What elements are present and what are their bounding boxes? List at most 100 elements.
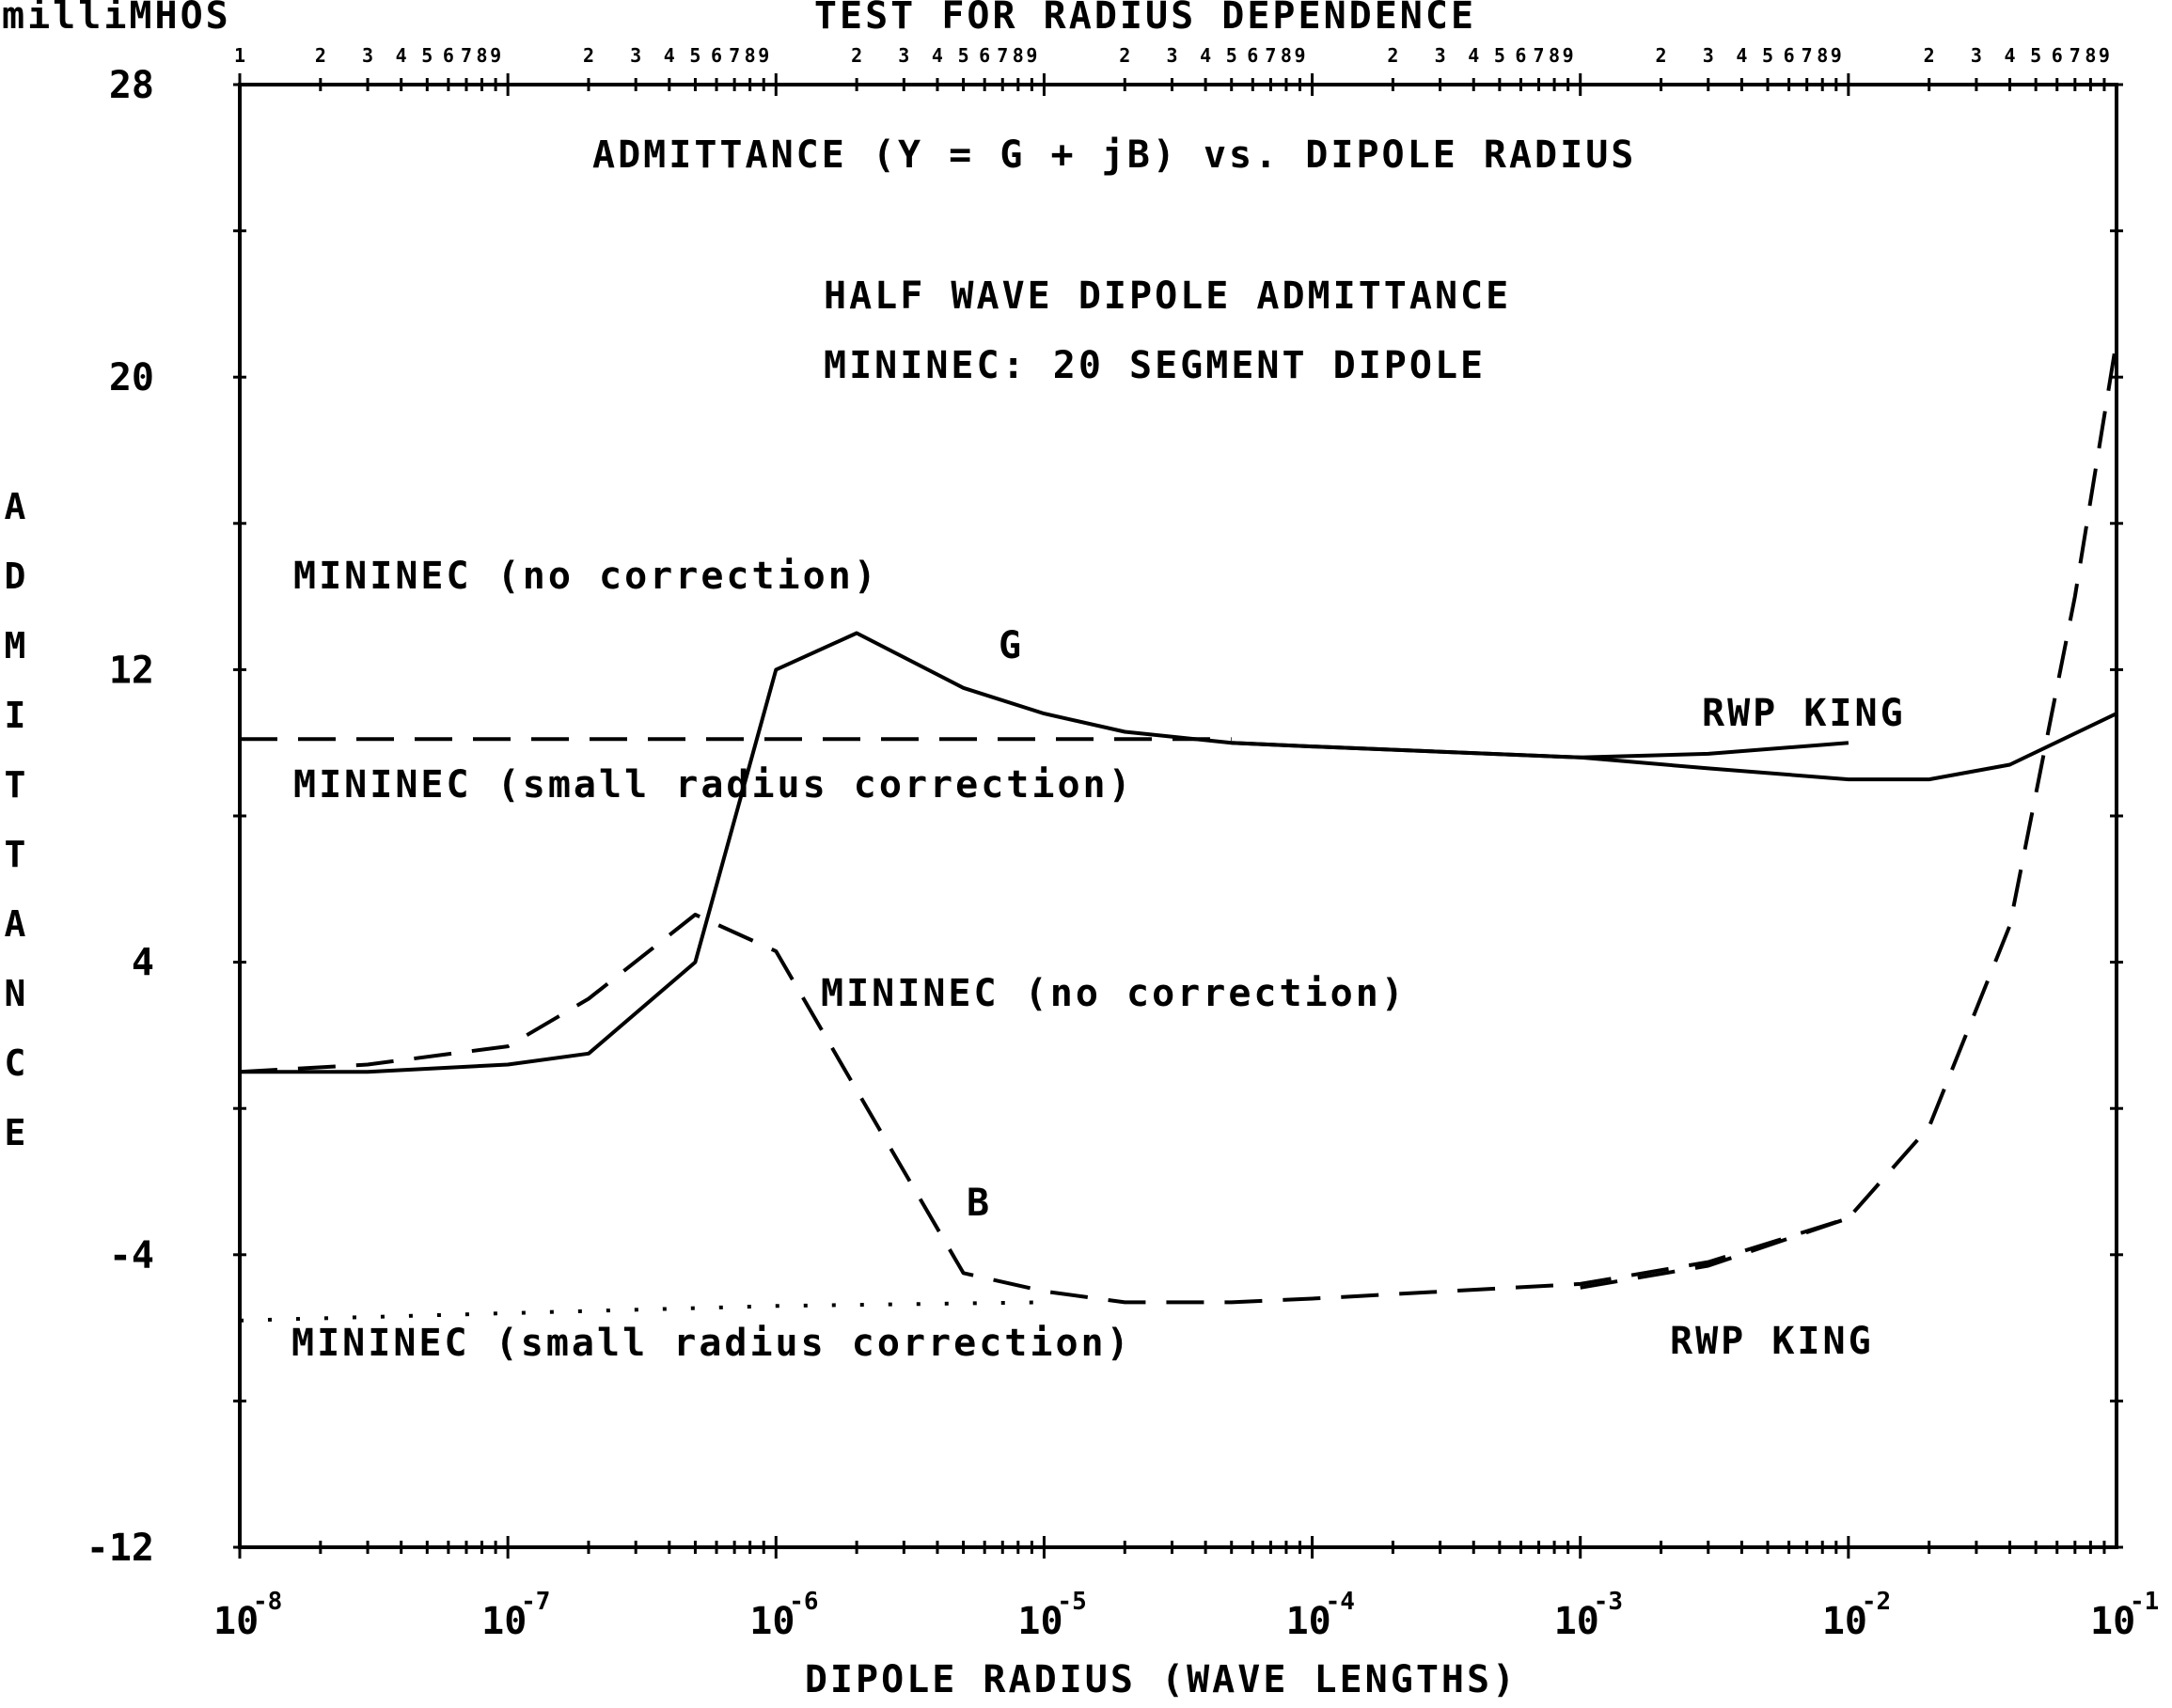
- top-axis-digit-label: 5: [1762, 44, 1773, 67]
- top-axis-digit-label: 6: [979, 44, 990, 67]
- top-axis-digit-label: 5: [1494, 44, 1505, 67]
- top-axis-digit-label: 5: [421, 44, 433, 67]
- y-tick-label: 28: [109, 64, 154, 107]
- top-axis-digit-label: 7: [1802, 44, 1813, 67]
- top-axis-digit-label: 8: [1549, 44, 1560, 67]
- x-tick-exponent: -3: [1594, 1588, 1623, 1616]
- top-axis-digit-label: 3: [1435, 44, 1446, 67]
- top-axis-digit-label: 3: [1703, 44, 1714, 67]
- y-axis-label-letter: M: [5, 625, 26, 666]
- top-axis-digit-label: 8: [476, 44, 487, 67]
- top-axis-digit-label: 8: [745, 44, 756, 67]
- x-tick-exponent: -5: [1057, 1588, 1086, 1616]
- top-axis-digit-label: 2: [1119, 44, 1130, 67]
- top-axis-digit-label: 7: [997, 44, 1008, 67]
- top-axis-digit-label: 6: [711, 44, 722, 67]
- top-axis-digit-label: 6: [1515, 44, 1526, 67]
- top-axis-digit-label: 2: [1656, 44, 1667, 67]
- y-tick-labels: 28 20 12 4 -4 -12: [87, 64, 154, 1570]
- top-axis-digit-label: 6: [2052, 44, 2063, 67]
- top-axis-digit-label: 9: [1026, 44, 1037, 67]
- top-axis-digit-label: 9: [2099, 44, 2110, 67]
- annotation-g-letter: G: [999, 624, 1024, 667]
- top-axis-digit-label: 4: [1736, 44, 1747, 67]
- x-tick-label: 10: [213, 1600, 259, 1643]
- y-axis-label-letter: A: [5, 903, 26, 945]
- top-axis-digit-label: 9: [490, 44, 501, 67]
- x-tick-label: 10: [1554, 1600, 1599, 1643]
- top-axis-digit-label: 7: [729, 44, 740, 67]
- series-line-4: [239, 1300, 1045, 1323]
- annotation-subtitle-1: HALF WAVE DIPOLE ADMITTANCE: [824, 274, 1511, 318]
- top-axis-digit-label: 5: [958, 44, 969, 67]
- x-tick-exponent: -8: [253, 1588, 282, 1616]
- y-tick-label: 12: [109, 649, 154, 692]
- top-axis-digit-label: 4: [1200, 44, 1211, 67]
- x-tick-exponent: -7: [521, 1588, 550, 1616]
- top-axis-digit-label: 3: [898, 44, 909, 67]
- y-axis-label: ADMITTANCE: [5, 486, 26, 1153]
- x-tick-label: 10: [749, 1600, 795, 1643]
- top-axis-digit-label: 7: [1534, 44, 1545, 67]
- x-tick-label: 10: [481, 1600, 527, 1643]
- annotation-b-rwp-king: RWP KING: [1670, 1320, 1874, 1363]
- annotation-g-rwp-king: RWP KING: [1702, 692, 1906, 735]
- x-tick-exponent: -2: [1862, 1588, 1891, 1616]
- series-lines: [239, 339, 2118, 1323]
- y-axis-label-letter: C: [5, 1042, 26, 1084]
- x-tick-exponent: -6: [789, 1588, 818, 1616]
- top-axis-digit-label: 8: [1281, 44, 1292, 67]
- top-axis-digit-label: 3: [1971, 44, 1982, 67]
- y-axis-label-letter: N: [5, 973, 26, 1014]
- y-unit-label: milliMHOS: [2, 0, 231, 38]
- x-tick-labels: 10-8 10-7 10-6 10-5 10-4 10-3 10-2 10-1: [213, 1588, 2159, 1643]
- x-axis-label: DIPOLE RADIUS (WAVE LENGTHS): [805, 1658, 1518, 1701]
- y-axis-label-letter: I: [5, 695, 26, 736]
- top-axis-digit-label: 2: [1924, 44, 1935, 67]
- top-axis-digit-label: 9: [1295, 44, 1306, 67]
- top-axis-digit-label: 2: [583, 44, 594, 67]
- series-line-2: [1231, 741, 1849, 760]
- top-axis-digit-label: 4: [932, 44, 943, 67]
- top-axis-digit-label: 6: [1784, 44, 1795, 67]
- series-line-0: [240, 631, 2117, 1074]
- annotation-heading: ADMITTANCE (Y = G + jB) vs. DIPOLE RADIU…: [592, 133, 1636, 177]
- x-tick-label: 10: [1822, 1600, 1867, 1643]
- series-line-3: [239, 339, 2118, 1305]
- top-axis-digit-label: 3: [1166, 44, 1177, 67]
- x-tick-label: 10: [2090, 1600, 2135, 1643]
- annotation-b-letter: B: [967, 1182, 992, 1225]
- annotation-b-small-radius: MININEC (small radius correction): [291, 1322, 1132, 1365]
- top-axis-digit-label: 4: [664, 44, 675, 67]
- top-axis-digit-label: 4: [2005, 44, 2016, 67]
- x-tick-label: 10: [1017, 1600, 1062, 1643]
- top-axis-digit-label: 9: [1831, 44, 1842, 67]
- x-tick-exponent: -4: [1326, 1588, 1355, 1616]
- top-axis-digit-label: 2: [315, 44, 326, 67]
- top-axis-digit-label: 9: [1563, 44, 1574, 67]
- top-axis-digit-label: 9: [758, 44, 769, 67]
- top-axis-digit-label: 1: [234, 44, 245, 67]
- top-axis-digit-label: 2: [851, 44, 862, 67]
- y-tick-label: -4: [109, 1234, 154, 1277]
- top-axis-digit-label: 5: [1226, 44, 1237, 67]
- annotation-b-no-correction: MININEC (no correction): [821, 972, 1407, 1015]
- top-axis-digit-label: 7: [1265, 44, 1276, 67]
- top-axis-digit-label: 4: [1468, 44, 1479, 67]
- top-axis-digit-label: 6: [1247, 44, 1258, 67]
- axis-ticks: [233, 73, 2123, 1559]
- top-axis-digit-label: 4: [396, 44, 407, 67]
- series-line-5: [1580, 1216, 1849, 1290]
- top-axis-digit-label: 8: [2085, 44, 2096, 67]
- y-axis-label-letter: E: [5, 1112, 26, 1153]
- y-axis-label-letter: T: [5, 834, 26, 875]
- top-axis-digit-label: 5: [2030, 44, 2041, 67]
- annotation-g-no-correction: MININEC (no correction): [293, 555, 879, 598]
- y-tick-label: -12: [87, 1527, 154, 1570]
- annotation-subtitle-2: MININEC: 20 SEGMENT DIPOLE: [824, 344, 1486, 387]
- chart-title: TEST FOR RADIUS DEPENDENCE: [814, 0, 1476, 38]
- y-axis-label-letter: D: [5, 556, 26, 597]
- top-axis-digit-label: 8: [1817, 44, 1828, 67]
